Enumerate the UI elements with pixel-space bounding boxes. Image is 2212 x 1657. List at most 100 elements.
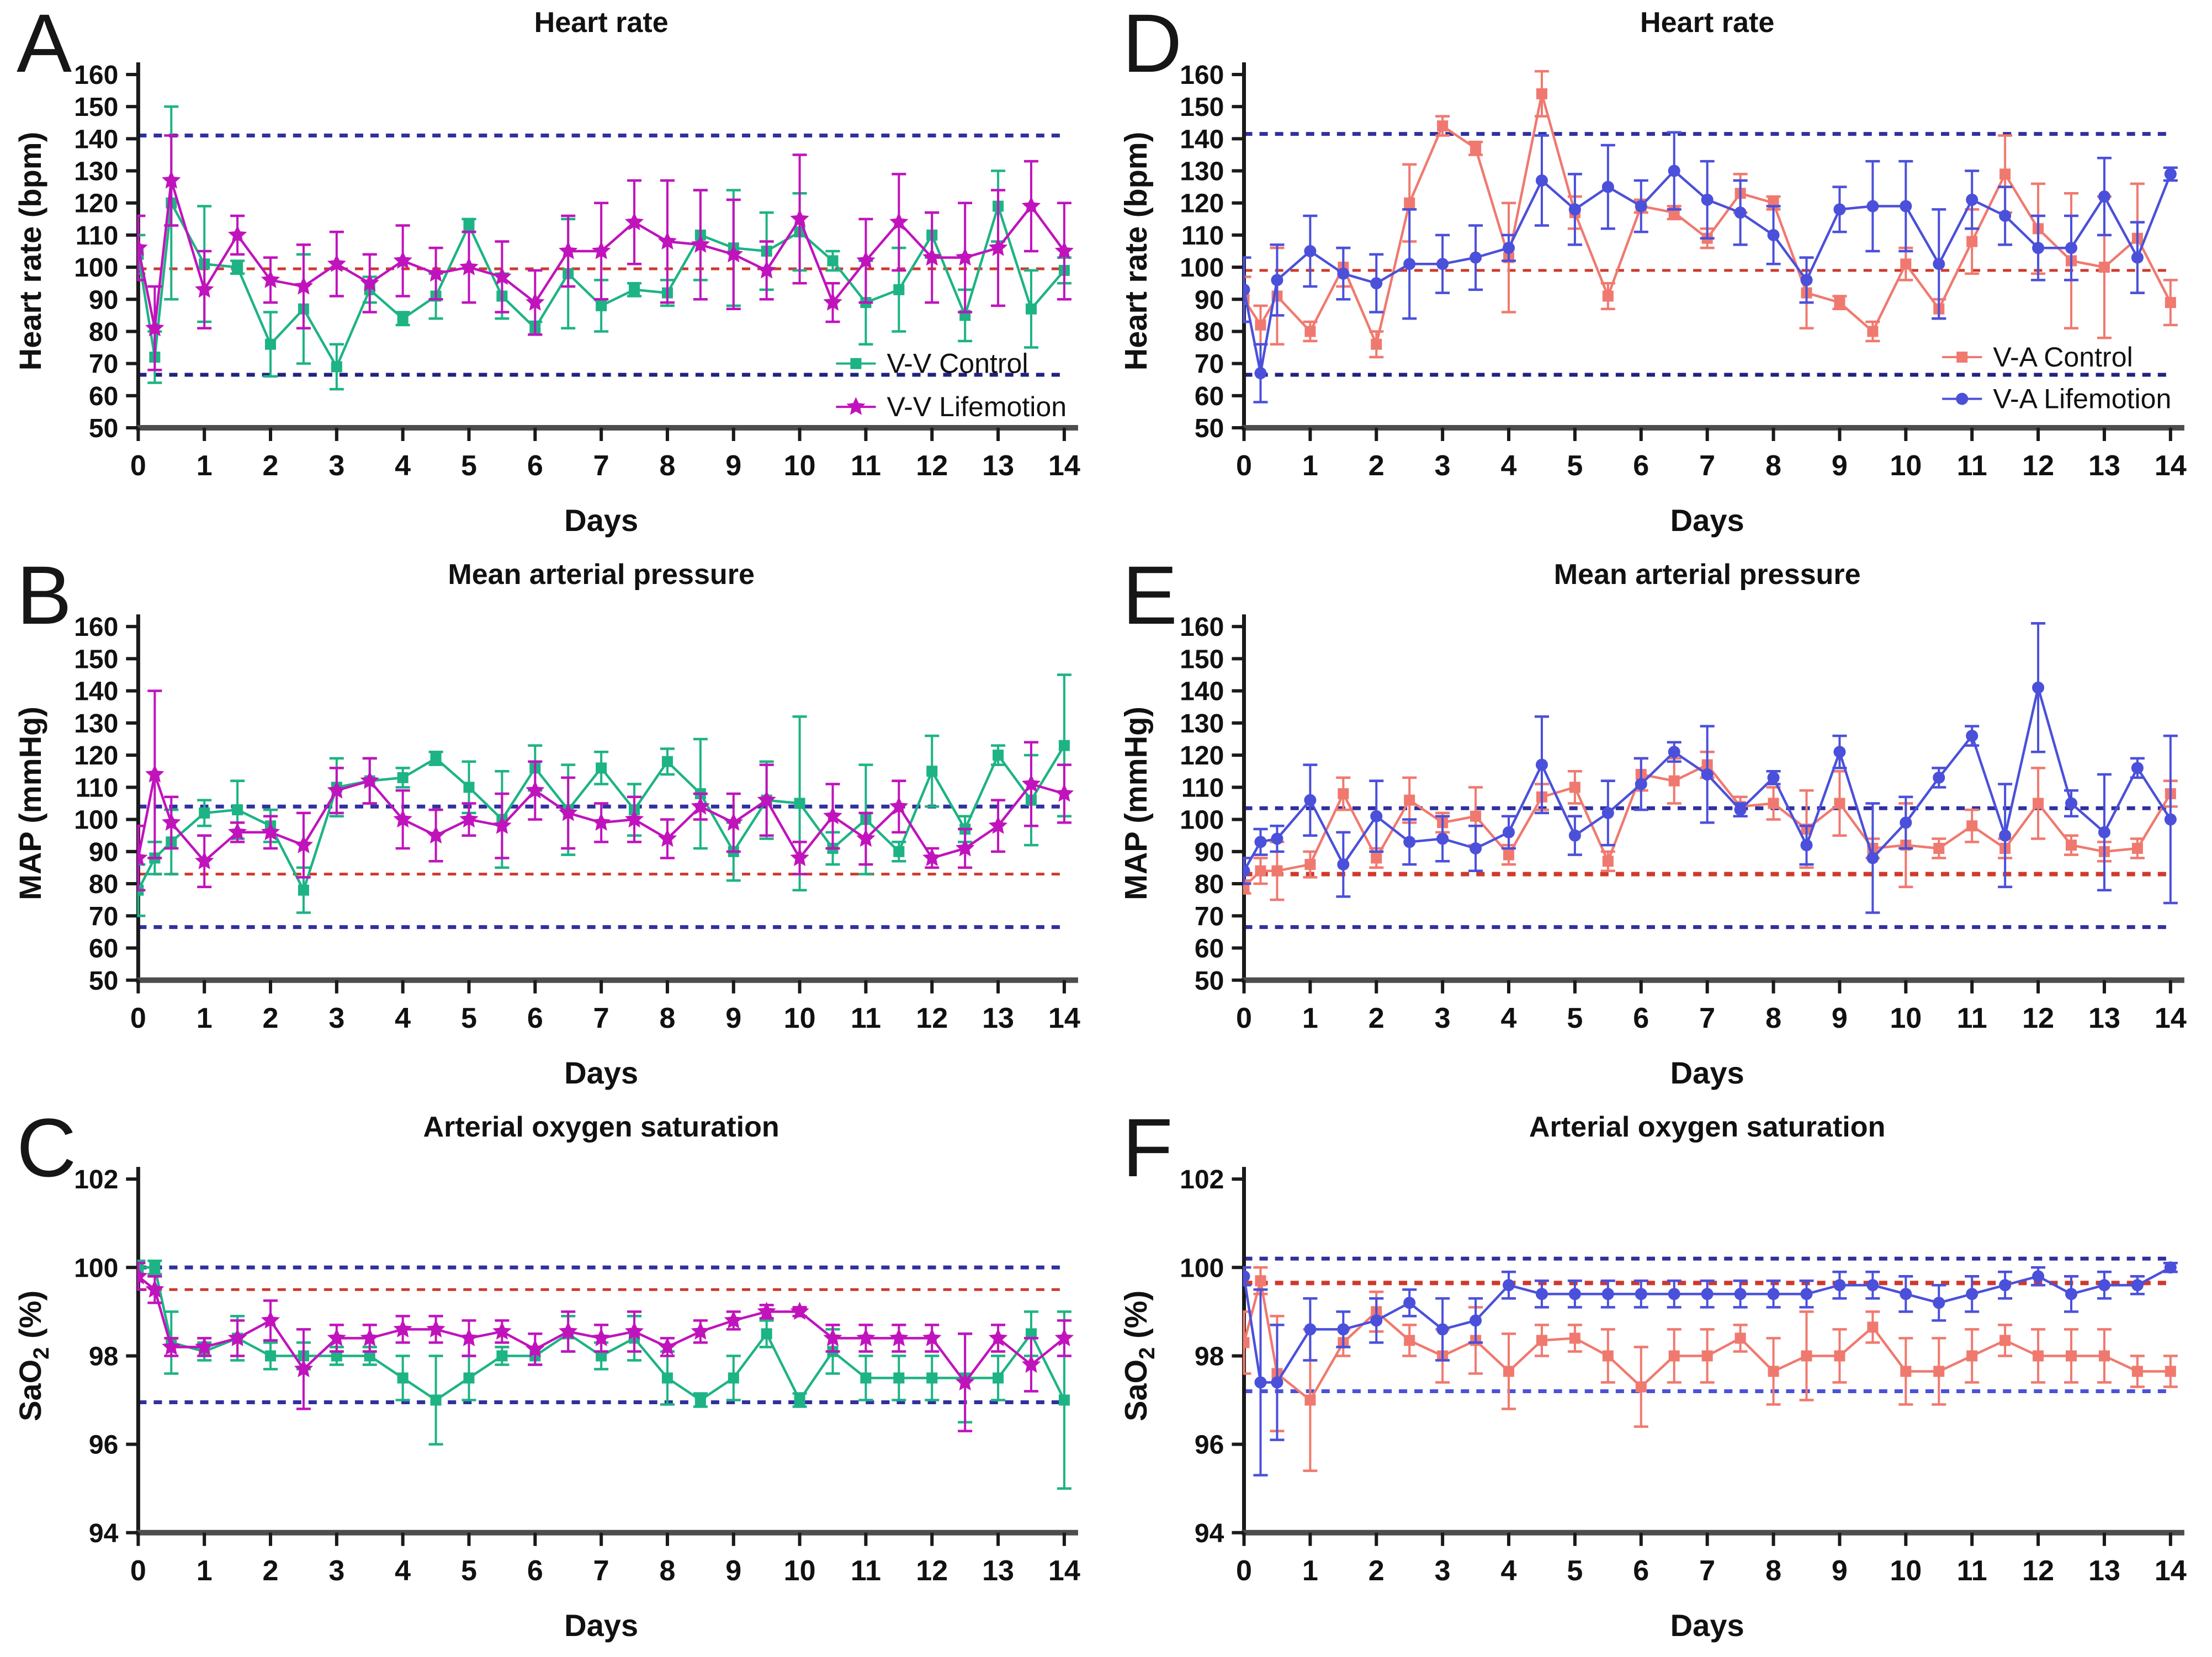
svg-text:9: 9 (1832, 450, 1848, 482)
svg-text:50: 50 (1195, 966, 1224, 996)
svg-text:3: 3 (1435, 1555, 1451, 1587)
svg-text:V-V Control: V-V Control (887, 348, 1028, 379)
svg-text:160: 160 (74, 612, 118, 642)
svg-text:2: 2 (263, 1002, 279, 1034)
svg-text:7: 7 (1699, 450, 1715, 482)
svg-text:8: 8 (1765, 1002, 1781, 1034)
svg-text:1: 1 (1302, 450, 1318, 482)
svg-text:13: 13 (2088, 450, 2120, 482)
svg-text:3: 3 (328, 1555, 344, 1587)
svg-text:SaO2 (%): SaO2 (%) (1118, 1290, 1159, 1421)
svg-text:2: 2 (263, 1555, 279, 1587)
svg-text:96: 96 (1195, 1430, 1224, 1460)
svg-text:11: 11 (851, 1555, 881, 1587)
svg-text:9: 9 (725, 450, 741, 482)
svg-text:Heart rate: Heart rate (534, 7, 669, 39)
svg-text:11: 11 (851, 1002, 881, 1034)
svg-text:160: 160 (1180, 61, 1224, 90)
panel-label-D: D (1122, 0, 1182, 89)
svg-text:11: 11 (1957, 450, 1987, 482)
svg-text:12: 12 (916, 1555, 948, 1587)
svg-text:150: 150 (1180, 93, 1224, 122)
svg-text:Heart rate (bpm): Heart rate (bpm) (13, 132, 47, 370)
svg-text:5: 5 (461, 1555, 477, 1587)
svg-text:98: 98 (1195, 1341, 1224, 1371)
svg-text:14: 14 (2155, 450, 2187, 482)
svg-text:2: 2 (1368, 450, 1385, 482)
panel-label-A: A (17, 0, 72, 89)
svg-text:5: 5 (1567, 1002, 1583, 1034)
svg-text:12: 12 (2022, 1002, 2054, 1034)
svg-text:0: 0 (130, 1555, 146, 1587)
svg-text:1: 1 (197, 1002, 213, 1034)
svg-text:Heart rate: Heart rate (1640, 7, 1774, 39)
svg-text:80: 80 (1195, 869, 1224, 899)
panel-D: D 50 60 70 80 90 100 110 120 130 140 150 160 0 1 2 3 4 5 6… (1106, 0, 2212, 552)
svg-text:11: 11 (1957, 1555, 1987, 1587)
svg-text:4: 4 (1501, 450, 1517, 482)
svg-text:100: 100 (1180, 805, 1224, 835)
svg-text:14: 14 (2155, 1555, 2187, 1587)
svg-text:1: 1 (197, 1555, 213, 1587)
svg-text:140: 140 (74, 125, 118, 154)
panel-label-C: C (17, 1104, 77, 1194)
svg-text:10: 10 (1890, 1002, 1922, 1034)
svg-text:98: 98 (89, 1341, 118, 1371)
svg-text:130: 130 (1180, 709, 1224, 739)
svg-text:13: 13 (982, 1002, 1014, 1034)
svg-text:130: 130 (74, 709, 118, 739)
svg-text:8: 8 (659, 450, 675, 482)
svg-text:110: 110 (1181, 773, 1224, 803)
svg-text:100: 100 (74, 805, 118, 835)
svg-text:1: 1 (197, 450, 213, 482)
svg-text:9: 9 (1832, 1555, 1848, 1587)
svg-text:9: 9 (725, 1555, 741, 1587)
svg-text:3: 3 (328, 1002, 344, 1034)
svg-text:80: 80 (1195, 317, 1224, 347)
svg-text:0: 0 (1236, 1002, 1252, 1034)
svg-text:14: 14 (2155, 1002, 2187, 1034)
svg-text:6: 6 (527, 1555, 543, 1587)
svg-text:9: 9 (725, 1002, 741, 1034)
svg-text:6: 6 (527, 450, 543, 482)
svg-text:150: 150 (1180, 644, 1224, 674)
svg-text:5: 5 (1567, 450, 1583, 482)
panel-E-chart: 50 60 70 80 90 100 110 120 130 140 150 160 0 1 2 3 4 5 6 7 8… (1106, 552, 2212, 1104)
svg-text:70: 70 (1195, 901, 1224, 931)
svg-text:110: 110 (1181, 221, 1224, 251)
svg-text:1: 1 (1302, 1555, 1318, 1587)
panel-A: A 50 60 70 80 90 100 110 120 130 140 150 160 0 1 2 3 4 5 6… (0, 0, 1106, 552)
panel-label-F: F (1122, 1104, 1173, 1194)
panel-C: C 94 96 98 100 102 0 1 2 3 4 5 6 7 8 9 10 11 12 13 14 Arteri… (0, 1104, 1106, 1657)
svg-text:Days: Days (564, 1608, 638, 1643)
svg-text:90: 90 (1195, 285, 1224, 315)
svg-text:12: 12 (2022, 1555, 2054, 1587)
svg-text:0: 0 (130, 1002, 146, 1034)
panel-F: F 94 96 98 100 102 0 1 2 3 4 5 6 7 8 9 10 11 12 13 14 Arteri… (1106, 1104, 2212, 1657)
svg-text:10: 10 (784, 1002, 816, 1034)
svg-text:5: 5 (1567, 1555, 1583, 1587)
svg-text:Days: Days (1670, 1608, 1744, 1643)
panel-A-chart: 50 60 70 80 90 100 110 120 130 140 150 160 0 1 2 3 4 5 6 7 8… (0, 0, 1106, 552)
svg-text:60: 60 (89, 382, 118, 411)
svg-text:100: 100 (1180, 253, 1224, 283)
panel-B-chart: 50 60 70 80 90 100 110 120 130 140 150 160 0 1 2 3 4 5 6 7 8… (0, 552, 1106, 1104)
svg-text:1: 1 (1302, 1002, 1318, 1034)
svg-text:160: 160 (74, 61, 118, 90)
svg-text:12: 12 (2022, 450, 2054, 482)
svg-text:7: 7 (1699, 1555, 1715, 1587)
panel-E: E 50 60 70 80 90 100 110 120 130 140 150 160 0 1 2 3 4 5 6… (1106, 552, 2212, 1104)
svg-text:130: 130 (74, 157, 118, 187)
svg-text:90: 90 (89, 837, 118, 867)
svg-text:Arterial oxygen saturation: Arterial oxygen saturation (423, 1111, 779, 1143)
svg-text:120: 120 (1180, 741, 1224, 771)
svg-text:Mean arterial pressure: Mean arterial pressure (448, 559, 755, 591)
svg-text:6: 6 (1633, 450, 1649, 482)
svg-text:4: 4 (1501, 1555, 1517, 1587)
svg-text:94: 94 (89, 1518, 119, 1548)
svg-text:4: 4 (395, 450, 411, 482)
svg-text:160: 160 (1180, 612, 1224, 642)
svg-text:SaO2 (%): SaO2 (%) (13, 1290, 54, 1421)
svg-text:7: 7 (1699, 1002, 1715, 1034)
svg-text:130: 130 (1180, 157, 1224, 187)
